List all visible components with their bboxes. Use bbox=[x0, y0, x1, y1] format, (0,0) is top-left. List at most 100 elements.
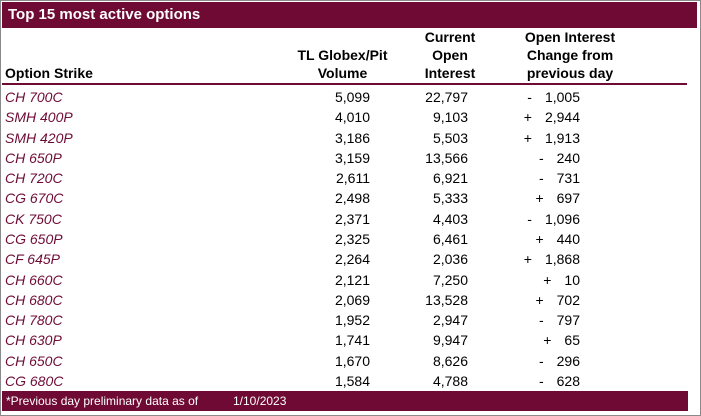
change-sign: + bbox=[523, 129, 532, 146]
change-sign: + bbox=[523, 109, 532, 126]
change-value: 1,005 bbox=[544, 89, 580, 106]
volume-cell: 3,159 bbox=[334, 149, 370, 166]
change-value: 10 bbox=[564, 271, 580, 288]
table-title: Top 15 most active options bbox=[2, 2, 697, 28]
change-sign: + bbox=[535, 190, 544, 207]
volume-cell: 2,264 bbox=[334, 251, 370, 268]
option-strike-cell: CG 670C bbox=[5, 190, 64, 207]
table-row: SMH 400P 4,010 9,103 +2,944 bbox=[2, 107, 687, 127]
column-header-volume: TL Globex/Pit Volume bbox=[297, 47, 388, 81]
open-interest-cell: 9,947 bbox=[432, 332, 468, 349]
option-strike-cell: CK 750C bbox=[5, 210, 62, 227]
oi-change-cell: +1,868 bbox=[500, 251, 640, 267]
open-interest-cell: 6,461 bbox=[432, 230, 468, 247]
option-strike-cell: CG 680C bbox=[5, 372, 64, 389]
open-interest-cell: 7,250 bbox=[432, 271, 468, 288]
option-strike-cell: CH 630P bbox=[5, 332, 62, 349]
column-header-oi-change: Open Interest Change from previous day bbox=[524, 29, 616, 81]
change-value: 296 bbox=[556, 352, 580, 369]
table-row: CH 780C 1,952 2,947 -797 bbox=[2, 310, 687, 330]
open-interest-cell: 9,103 bbox=[432, 109, 468, 126]
option-strike-cell: CH 680C bbox=[5, 291, 63, 308]
change-value: 240 bbox=[556, 149, 580, 166]
open-interest-cell: 2,947 bbox=[432, 312, 468, 329]
open-interest-cell: 6,921 bbox=[432, 170, 468, 187]
oi-change-cell: +702 bbox=[500, 292, 640, 308]
open-interest-cell: 13,566 bbox=[425, 149, 468, 166]
oi-change-cell: +697 bbox=[500, 190, 640, 206]
change-value: 1,913 bbox=[544, 129, 580, 146]
volume-cell: 1,670 bbox=[334, 352, 370, 369]
volume-cell: 2,498 bbox=[334, 190, 370, 207]
change-sign: + bbox=[535, 291, 544, 308]
table-row: CH 680C 2,069 13,528 +702 bbox=[2, 290, 687, 310]
open-interest-cell: 22,797 bbox=[425, 89, 468, 106]
table-row: CH 720C 2,611 6,921 -731 bbox=[2, 168, 687, 188]
change-sign: - bbox=[538, 352, 544, 369]
footer-note: *Previous day preliminary data as of bbox=[6, 394, 199, 408]
change-value: 440 bbox=[556, 230, 580, 247]
change-value: 65 bbox=[564, 332, 580, 349]
oi-change-cell: -1,005 bbox=[500, 89, 640, 105]
oi-change-cell: -628 bbox=[500, 373, 640, 389]
open-interest-cell: 8,626 bbox=[432, 352, 468, 369]
table-row: CG 670C 2,498 5,333 +697 bbox=[2, 188, 687, 208]
volume-cell: 3,186 bbox=[334, 129, 370, 146]
table-row: CF 645P 2,264 2,036 +1,868 bbox=[2, 249, 687, 269]
option-strike-cell: SMH 420P bbox=[5, 129, 73, 146]
change-sign: - bbox=[538, 372, 544, 389]
column-headers: Option Strike TL Globex/Pit Volume Curre… bbox=[2, 28, 687, 85]
change-sign: + bbox=[535, 230, 544, 247]
option-strike-cell: CH 660C bbox=[5, 271, 63, 288]
oi-change-cell: -731 bbox=[500, 170, 640, 186]
open-interest-cell: 13,528 bbox=[425, 291, 468, 308]
oi-change-cell: -296 bbox=[500, 353, 640, 369]
option-strike-cell: SMH 400P bbox=[5, 109, 73, 126]
oi-change-cell: -1,096 bbox=[500, 211, 640, 227]
volume-cell: 2,371 bbox=[334, 210, 370, 227]
change-value: 702 bbox=[556, 291, 580, 308]
option-strike-cell: CH 650C bbox=[5, 352, 63, 369]
change-value: 2,944 bbox=[544, 109, 580, 126]
change-value: 697 bbox=[556, 190, 580, 207]
oi-change-cell: +1,913 bbox=[500, 130, 640, 146]
footer-bar: *Previous day preliminary data as of 1/1… bbox=[2, 391, 688, 411]
change-value: 1,096 bbox=[544, 210, 580, 227]
volume-cell: 1,584 bbox=[334, 372, 370, 389]
oi-change-cell: -797 bbox=[500, 312, 640, 328]
option-strike-cell: CH 700C bbox=[5, 89, 63, 106]
table-row: CK 750C 2,371 4,403 -1,096 bbox=[2, 209, 687, 229]
volume-cell: 4,010 bbox=[334, 109, 370, 126]
table-body: CH 700C 5,099 22,797-1,005 SMH 400P 4,010 9,1… bbox=[2, 87, 687, 391]
oi-change-cell: +2,944 bbox=[500, 109, 640, 125]
change-sign: + bbox=[543, 332, 552, 349]
volume-cell: 1,952 bbox=[334, 312, 370, 329]
change-sign: + bbox=[523, 251, 532, 268]
open-interest-cell: 4,788 bbox=[432, 372, 468, 389]
change-sign: - bbox=[538, 170, 544, 187]
table-row: CG 680C 1,584 4,788 -628 bbox=[2, 371, 687, 391]
oi-change-cell: +10 bbox=[500, 272, 640, 288]
change-value: 628 bbox=[556, 372, 580, 389]
change-sign: + bbox=[543, 271, 552, 288]
oi-change-cell: +65 bbox=[500, 332, 640, 348]
change-sign: - bbox=[538, 312, 544, 329]
oi-change-cell: -240 bbox=[500, 150, 640, 166]
volume-cell: 2,611 bbox=[336, 170, 370, 187]
open-interest-cell: 5,333 bbox=[432, 190, 468, 207]
option-strike-cell: CH 780C bbox=[5, 312, 63, 329]
table-row: CH 650P 3,159 13,566 -240 bbox=[2, 148, 687, 168]
table-row: CH 660C 2,121 7,250 +10 bbox=[2, 269, 687, 289]
table-row: CG 650P 2,325 6,461 +440 bbox=[2, 229, 687, 249]
table-row: CH 650C 1,670 8,626 -296 bbox=[2, 350, 687, 370]
column-header-open-interest: Current Open Interest bbox=[424, 29, 476, 81]
change-sign: - bbox=[527, 210, 532, 227]
table-row: CH 630P 1,741 9,947 +65 bbox=[2, 330, 687, 350]
change-sign: - bbox=[527, 89, 532, 106]
volume-cell: 1,741 bbox=[334, 332, 370, 349]
change-value: 731 bbox=[556, 170, 580, 187]
column-header-option-strike: Option Strike bbox=[5, 65, 93, 81]
oi-change-cell: +440 bbox=[500, 231, 640, 247]
volume-cell: 2,121 bbox=[334, 271, 370, 288]
